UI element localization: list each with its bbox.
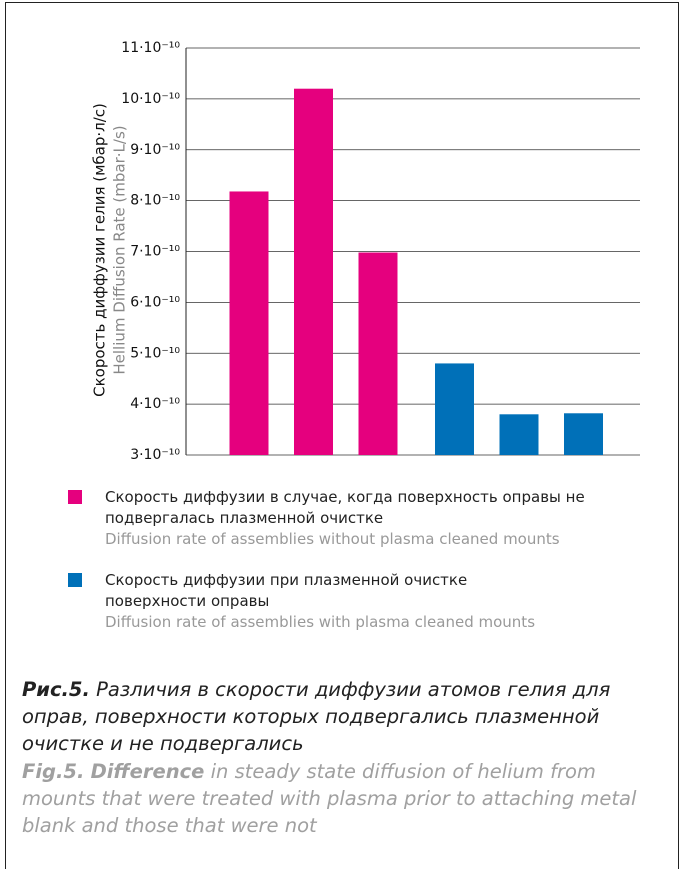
legend-swatch bbox=[68, 490, 82, 504]
caption-text: Различия в скорости диффузии атомов гели… bbox=[22, 678, 611, 755]
y-tick-label: 11·10⁻¹⁰ bbox=[121, 40, 180, 56]
y-tick-label: 8·10⁻¹⁰ bbox=[130, 193, 180, 209]
y-tick-label: 4·10⁻¹⁰ bbox=[130, 396, 180, 412]
y-tick-label: 10·10⁻¹⁰ bbox=[121, 91, 180, 107]
y-tick-label: 5·10⁻¹⁰ bbox=[130, 345, 180, 361]
legend-item: Скорость диффузии в случае, когда поверх… bbox=[68, 487, 668, 550]
legend-label-en: Diffusion rate of assemblies without pla… bbox=[105, 530, 560, 548]
y-axis-title: Скорость диффузии гелия (мбар·л/с) bbox=[91, 103, 109, 397]
bar bbox=[358, 252, 398, 455]
y-tick-label: 7·10⁻¹⁰ bbox=[130, 244, 180, 260]
bar bbox=[435, 363, 474, 455]
caption: Рис.5. Различия в скорости диффузии атом… bbox=[22, 676, 652, 757]
legend-label: Скорость диффузии при плазменной очистке… bbox=[105, 571, 468, 610]
caption-en-emphasis: Difference bbox=[90, 760, 205, 783]
legend-label: Скорость диффузии в случае, когда поверх… bbox=[105, 488, 585, 527]
legend-swatch bbox=[68, 573, 82, 587]
legend-label-en: Diffusion rate of assemblies with plasma… bbox=[105, 613, 536, 631]
frame bbox=[5, 2, 679, 869]
chart: Скорость диффузии гелия (мбар·л/с) Helli… bbox=[91, 40, 640, 463]
caption-en: Fig.5. Difference in steady state diffus… bbox=[22, 758, 652, 839]
bar bbox=[564, 413, 603, 455]
y-axis-title-en: Hellium Diffusion Rate (mbar·L/s) bbox=[111, 125, 129, 374]
bar bbox=[294, 88, 333, 455]
bar bbox=[229, 191, 269, 455]
bar bbox=[499, 414, 539, 455]
y-tick-label: 6·10⁻¹⁰ bbox=[130, 294, 180, 310]
caption-en-label: Fig.5. bbox=[22, 760, 85, 783]
legend-item: Скорость диффузии при плазменной очистке… bbox=[68, 570, 668, 633]
y-tick-label: 3·10⁻¹⁰ bbox=[130, 447, 180, 463]
caption-label: Рис.5. bbox=[22, 678, 90, 701]
y-tick-label: 9·10⁻¹⁰ bbox=[130, 142, 180, 158]
caption-en-text: in steady state diffusion of helium from… bbox=[22, 760, 637, 837]
